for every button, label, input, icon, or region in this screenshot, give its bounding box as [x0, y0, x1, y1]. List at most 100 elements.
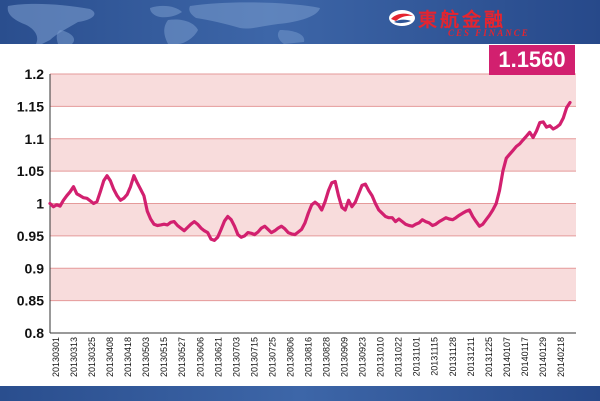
data-point [337, 194, 340, 197]
data-point [263, 225, 266, 228]
data-point [324, 200, 326, 203]
data-point [99, 190, 102, 193]
x-tick-label: 20130503 [141, 337, 151, 377]
data-point [421, 218, 424, 221]
data-point [297, 231, 300, 233]
data-point [498, 189, 501, 192]
brand-emblem-icon [389, 10, 415, 26]
x-tick-label: 20130325 [87, 337, 97, 377]
data-point [549, 124, 551, 127]
footer-bar [0, 386, 600, 401]
data-point [364, 183, 367, 186]
brand-name-cn: 東航金融 [418, 9, 507, 31]
data-point [512, 149, 514, 152]
data-point [441, 218, 444, 221]
data-point [92, 202, 95, 205]
x-tick-label: 20140218 [556, 337, 566, 377]
data-point [75, 192, 78, 195]
data-point [478, 225, 481, 228]
y-tick-label: 0.95 [17, 228, 44, 244]
data-point [408, 224, 410, 227]
data-point [179, 227, 182, 230]
data-point [327, 189, 330, 192]
data-point [505, 157, 508, 160]
data-point [495, 202, 498, 205]
x-tick-label: 20130923 [358, 337, 368, 377]
data-point [562, 117, 565, 119]
data-point [267, 228, 269, 231]
chart-band [50, 74, 576, 107]
data-point [129, 185, 132, 188]
data-point [220, 228, 223, 231]
data-point [156, 224, 159, 227]
data-point [119, 199, 122, 202]
data-point [367, 189, 370, 192]
data-point [59, 205, 61, 208]
x-tick-label: 20130828 [322, 337, 332, 377]
data-point [102, 179, 105, 182]
data-point [79, 194, 82, 197]
data-point [391, 216, 394, 219]
chart-band [50, 268, 576, 301]
y-tick-label: 1.05 [17, 163, 44, 179]
data-point [461, 212, 464, 215]
data-point [528, 131, 531, 134]
data-point [404, 223, 407, 226]
data-point [354, 201, 357, 204]
data-point [72, 185, 75, 188]
data-point [253, 233, 256, 236]
data-point [260, 227, 263, 230]
y-tick-label: 1.1 [25, 131, 45, 147]
data-point [190, 223, 192, 226]
data-point [357, 192, 360, 195]
data-point [55, 203, 58, 206]
data-point [159, 224, 162, 226]
x-tick-label: 20131211 [466, 337, 476, 376]
x-tick-label: 20130816 [303, 337, 313, 377]
y-tick-label: 1.15 [17, 98, 44, 114]
data-point [428, 222, 430, 224]
x-tick-label: 20140129 [538, 337, 548, 377]
data-point [280, 225, 283, 228]
data-point [173, 220, 176, 223]
data-point [290, 233, 293, 235]
data-point [216, 236, 219, 239]
data-point [445, 216, 447, 219]
data-point [213, 239, 216, 242]
data-point [277, 227, 279, 230]
data-point [273, 229, 276, 232]
series-line [48, 100, 572, 242]
data-point [237, 233, 239, 236]
x-tick-label: 20130301 [51, 337, 61, 377]
x-tick-label: 20140107 [502, 337, 512, 377]
data-point [186, 226, 189, 229]
y-tick-label: 1 [36, 196, 44, 212]
data-point [86, 197, 88, 200]
data-point [468, 209, 471, 211]
x-tick-label: 20140117 [520, 337, 530, 376]
chart-series [48, 100, 572, 242]
brand-logo: 東航金融 CES FINANCE [388, 4, 588, 40]
chart-bands [50, 74, 576, 301]
data-point [384, 215, 387, 218]
data-point [341, 206, 343, 209]
data-point [206, 231, 209, 234]
data-point [387, 216, 390, 219]
data-point [538, 121, 541, 124]
data-point [109, 179, 112, 182]
data-point [502, 170, 504, 173]
data-point [89, 200, 92, 202]
data-point [65, 194, 68, 197]
data-point [565, 106, 568, 109]
data-point [69, 190, 71, 193]
data-point [146, 210, 149, 213]
data-point [143, 194, 145, 197]
data-point [542, 121, 545, 123]
data-point [223, 220, 226, 222]
data-point [247, 231, 249, 234]
x-tick-label: 20131128 [448, 337, 458, 376]
data-point [283, 227, 286, 230]
data-point [431, 224, 434, 227]
y-tick-label: 0.85 [17, 293, 44, 309]
